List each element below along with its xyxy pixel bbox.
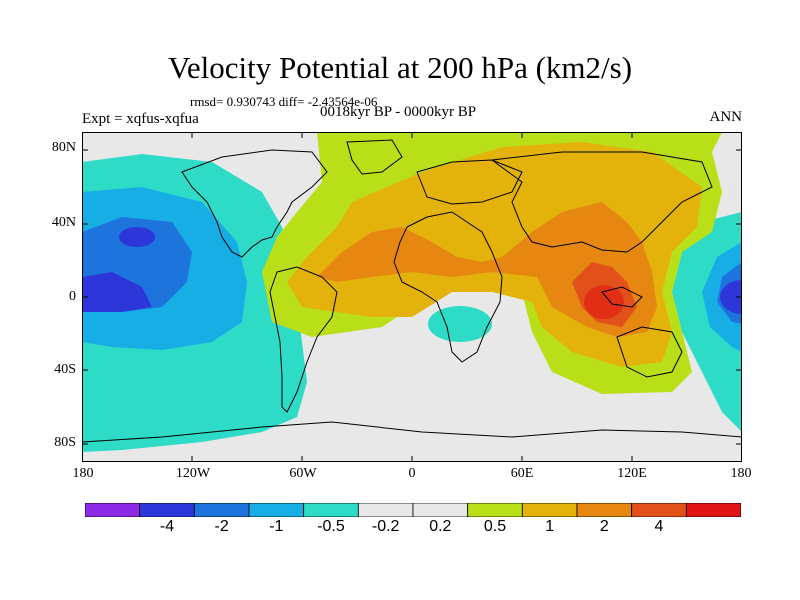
colorbar [85,503,741,517]
coastlines [82,139,742,443]
period-label: 0018kyr BP - 0000kyr BP [320,104,477,120]
negative-contour-region [82,272,152,312]
x-tick-label: 180 [730,466,752,481]
colorbar-swatch [193,503,250,517]
axis-ticks [82,132,742,462]
negative-contour-region [428,306,492,342]
positive-contour-region [584,285,624,319]
y-tick-label: 40N [51,215,76,230]
negative-contour-region [720,280,742,314]
x-tick-label: 180 [72,466,94,481]
y-tick-label: 0 [69,289,76,304]
experiment-label: Expt = xqfus-xqfua [82,111,199,127]
x-tick-label: 60W [289,466,317,481]
colorbar-swatch [412,503,469,517]
colorbar-label: -2 [214,518,229,535]
colorbar-label: -0.2 [371,518,400,535]
colorbar-label: -0.5 [317,518,345,535]
x-tick-label: 60E [510,466,534,481]
stats-label: rmsd= 0.930743 diff= -2.43564e-06 [190,94,378,109]
colorbar-label: 4 [654,518,664,535]
chart-title: Velocity Potential at 200 hPa (km2/s) [167,50,633,85]
colorbar-swatch [139,503,195,517]
colorbar-label: 0.2 [429,518,452,535]
y-tick-label: 40S [54,362,76,377]
negative-contour-region [119,227,155,247]
colorbar-swatch [357,503,414,517]
positive-contour-region [317,202,657,337]
y-tick-label: 80S [54,435,76,450]
season-label: ANN [709,109,743,125]
x-tick-label: 120W [175,466,211,481]
colorbar-label: 0.5 [483,518,507,535]
colorbar-label: 2 [599,518,609,535]
velocity-potential-map [82,132,742,462]
colorbar-label: 1 [545,518,555,535]
colorbar-swatch [631,503,687,517]
colorbar-swatch [303,503,359,517]
x-tick-label: 0 [408,466,416,481]
colorbar-label: -1 [269,518,284,535]
colorbar-label: -4 [159,518,175,535]
colorbar-swatch [521,503,578,517]
colorbar-swatch [248,503,305,517]
colorbar-swatch [685,503,741,517]
colorbar-swatch [576,503,633,517]
colorbar-swatch [467,503,523,517]
x-tick-label: 120E [617,466,647,481]
colorbar-swatch [85,503,141,517]
y-tick-label: 80N [51,140,76,155]
